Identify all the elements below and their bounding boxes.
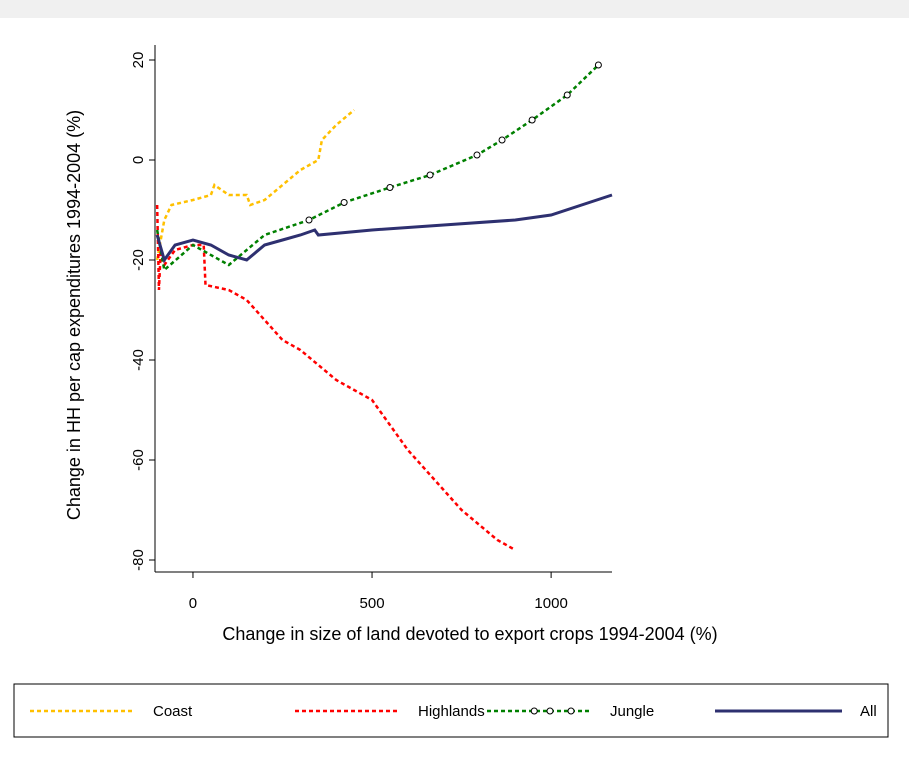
series-line bbox=[155, 64, 600, 273]
y-tick-label: 20 bbox=[130, 52, 147, 69]
y-tick-label: -20 bbox=[130, 249, 147, 271]
series-line bbox=[155, 109, 355, 261]
x-tick-label: 500 bbox=[360, 595, 385, 612]
legend-marker bbox=[567, 707, 575, 715]
point-marker bbox=[473, 151, 481, 159]
legend-label: All bbox=[860, 703, 877, 720]
series-line bbox=[155, 204, 516, 552]
legend-marker bbox=[530, 707, 538, 715]
point-marker bbox=[498, 136, 506, 144]
y-tick-label: 0 bbox=[130, 156, 147, 164]
legend-label: Coast bbox=[153, 703, 193, 720]
series-line bbox=[155, 193, 613, 264]
x-tick-label: 1000 bbox=[534, 595, 567, 612]
y-axis-label: Change in HH per cap expenditures 1994-2… bbox=[64, 110, 84, 520]
point-marker bbox=[426, 171, 434, 179]
point-marker bbox=[386, 184, 394, 191]
y-tick-label: -60 bbox=[130, 449, 147, 471]
top-band bbox=[0, 0, 909, 18]
point-marker bbox=[305, 216, 313, 224]
y-tick-label: -40 bbox=[130, 349, 147, 371]
legend-label: Jungle bbox=[610, 703, 654, 720]
legend-label: Highlands bbox=[418, 703, 485, 720]
point-marker bbox=[528, 116, 536, 124]
point-marker bbox=[563, 91, 571, 99]
x-axis-label: Change in size of land devoted to export… bbox=[222, 624, 717, 644]
legend-marker bbox=[546, 707, 554, 715]
x-tick-label: 0 bbox=[189, 595, 197, 612]
point-marker bbox=[340, 199, 348, 206]
point-marker bbox=[594, 61, 602, 69]
y-tick-label: -80 bbox=[130, 549, 147, 571]
